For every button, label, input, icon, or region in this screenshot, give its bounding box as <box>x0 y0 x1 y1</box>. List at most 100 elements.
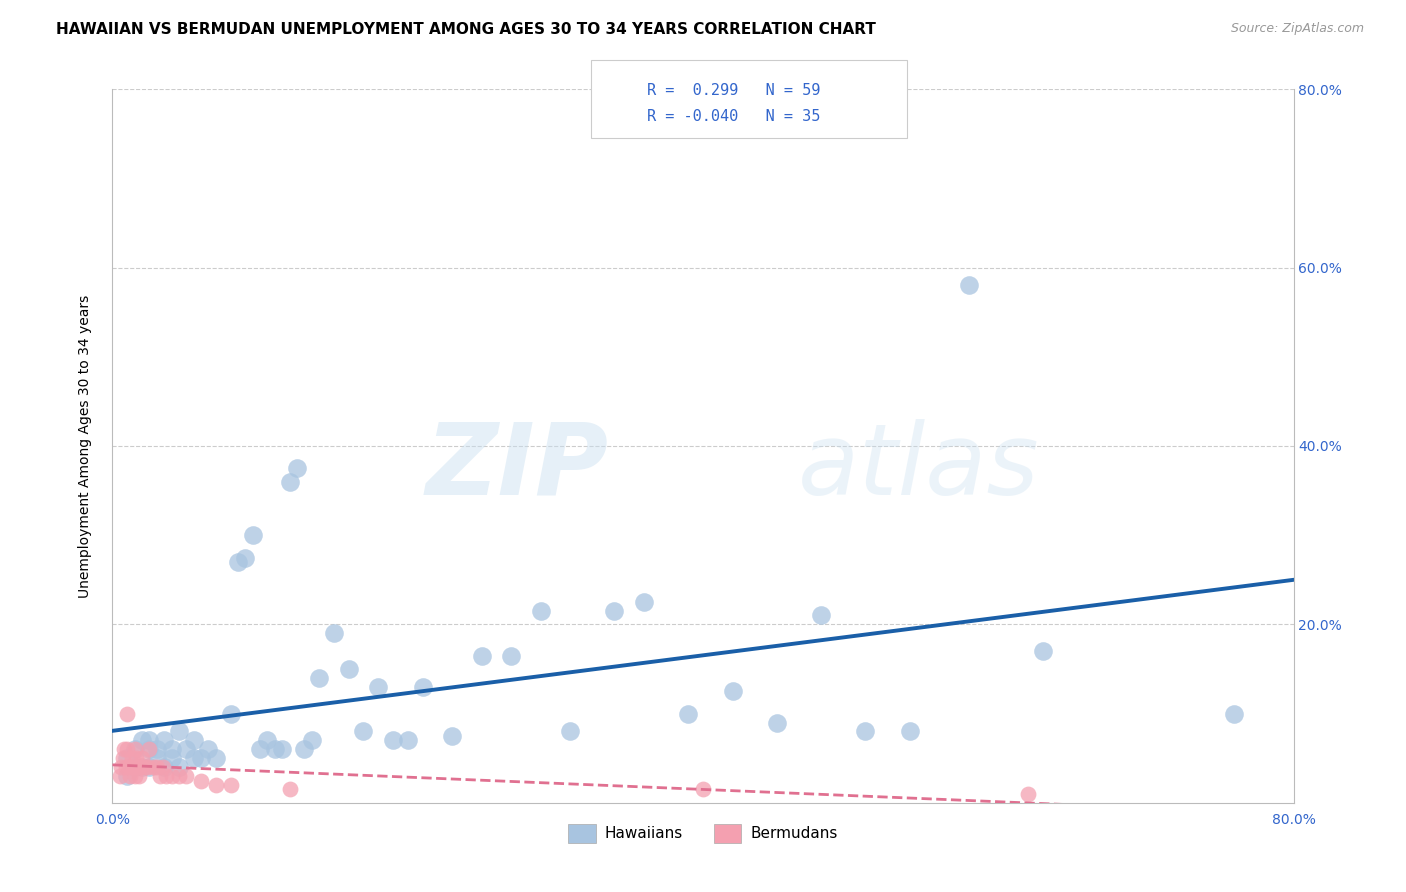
Point <box>117 706 138 721</box>
Point <box>134 760 156 774</box>
Point <box>470 648 494 663</box>
Point <box>167 760 190 774</box>
Point <box>285 461 308 475</box>
Point <box>242 528 264 542</box>
Point <box>226 555 249 569</box>
Point <box>117 769 138 783</box>
Point <box>108 769 131 783</box>
Point <box>855 724 877 739</box>
Point <box>111 751 134 765</box>
Point <box>138 742 160 756</box>
Point <box>898 724 921 739</box>
Point <box>174 742 197 756</box>
Point <box>153 733 176 747</box>
Point <box>160 751 183 765</box>
Point <box>396 733 419 747</box>
Point <box>124 742 146 756</box>
Point <box>249 742 271 756</box>
Text: R = -0.040   N = 35: R = -0.040 N = 35 <box>647 110 820 124</box>
Point <box>603 604 626 618</box>
Point <box>131 751 153 765</box>
Text: HAWAIIAN VS BERMUDAN UNEMPLOYMENT AMONG AGES 30 TO 34 YEARS CORRELATION CHART: HAWAIIAN VS BERMUDAN UNEMPLOYMENT AMONG … <box>56 22 876 37</box>
Point <box>131 733 153 747</box>
Point <box>367 680 389 694</box>
Point <box>190 751 212 765</box>
Point <box>121 751 143 765</box>
Point <box>152 760 174 774</box>
Point <box>278 475 301 489</box>
Point <box>205 751 228 765</box>
Point <box>411 680 433 694</box>
Point <box>149 769 172 783</box>
Point <box>1017 787 1039 801</box>
Point <box>183 733 205 747</box>
Point <box>323 626 346 640</box>
Point <box>301 733 323 747</box>
Point <box>529 604 551 618</box>
Point <box>678 706 700 721</box>
Point <box>766 715 789 730</box>
Point <box>110 760 132 774</box>
Point <box>382 733 405 747</box>
Point <box>501 648 523 663</box>
Point <box>721 684 744 698</box>
Point <box>167 769 190 783</box>
Point <box>337 662 360 676</box>
Point <box>124 769 146 783</box>
Point <box>1223 706 1246 721</box>
Point <box>264 742 287 756</box>
Legend: Hawaiians, Bermudans: Hawaiians, Bermudans <box>562 818 844 848</box>
Point <box>120 769 142 783</box>
Y-axis label: Unemployment Among Ages 30 to 34 years: Unemployment Among Ages 30 to 34 years <box>77 294 91 598</box>
Point <box>205 778 228 792</box>
Point <box>146 742 169 756</box>
Text: ZIP: ZIP <box>426 419 609 516</box>
Point <box>183 751 205 765</box>
Point <box>117 742 138 756</box>
Point <box>256 733 278 747</box>
Point <box>124 742 146 756</box>
Point <box>142 760 165 774</box>
Point <box>153 760 176 774</box>
Point <box>167 724 190 739</box>
Point <box>197 742 219 756</box>
Point <box>1032 644 1054 658</box>
Point <box>138 733 160 747</box>
Point <box>146 760 169 774</box>
Point <box>138 760 160 774</box>
Point <box>124 760 146 774</box>
Point <box>127 760 149 774</box>
Point <box>118 760 141 774</box>
Point <box>160 742 183 756</box>
Point <box>692 782 714 797</box>
Point <box>308 671 330 685</box>
Point <box>117 751 138 765</box>
Point <box>957 278 980 293</box>
Text: atlas: atlas <box>797 419 1039 516</box>
Point <box>233 550 256 565</box>
Point <box>155 769 177 783</box>
Point <box>114 760 136 774</box>
Point <box>352 724 374 739</box>
Point <box>160 769 183 783</box>
Point <box>190 773 212 788</box>
Point <box>219 706 242 721</box>
Point <box>174 769 197 783</box>
Text: R =  0.299   N = 59: R = 0.299 N = 59 <box>647 83 820 97</box>
Point <box>146 751 169 765</box>
Point <box>136 760 159 774</box>
Point <box>128 769 150 783</box>
Point <box>278 782 301 797</box>
Point <box>633 595 655 609</box>
Text: Source: ZipAtlas.com: Source: ZipAtlas.com <box>1230 22 1364 36</box>
Point <box>271 742 294 756</box>
Point <box>112 742 135 756</box>
Point <box>125 751 148 765</box>
Point <box>292 742 315 756</box>
Point <box>138 742 160 756</box>
Point <box>219 778 242 792</box>
Point <box>810 608 832 623</box>
Point <box>129 760 152 774</box>
Point <box>558 724 582 739</box>
Point <box>441 729 464 743</box>
